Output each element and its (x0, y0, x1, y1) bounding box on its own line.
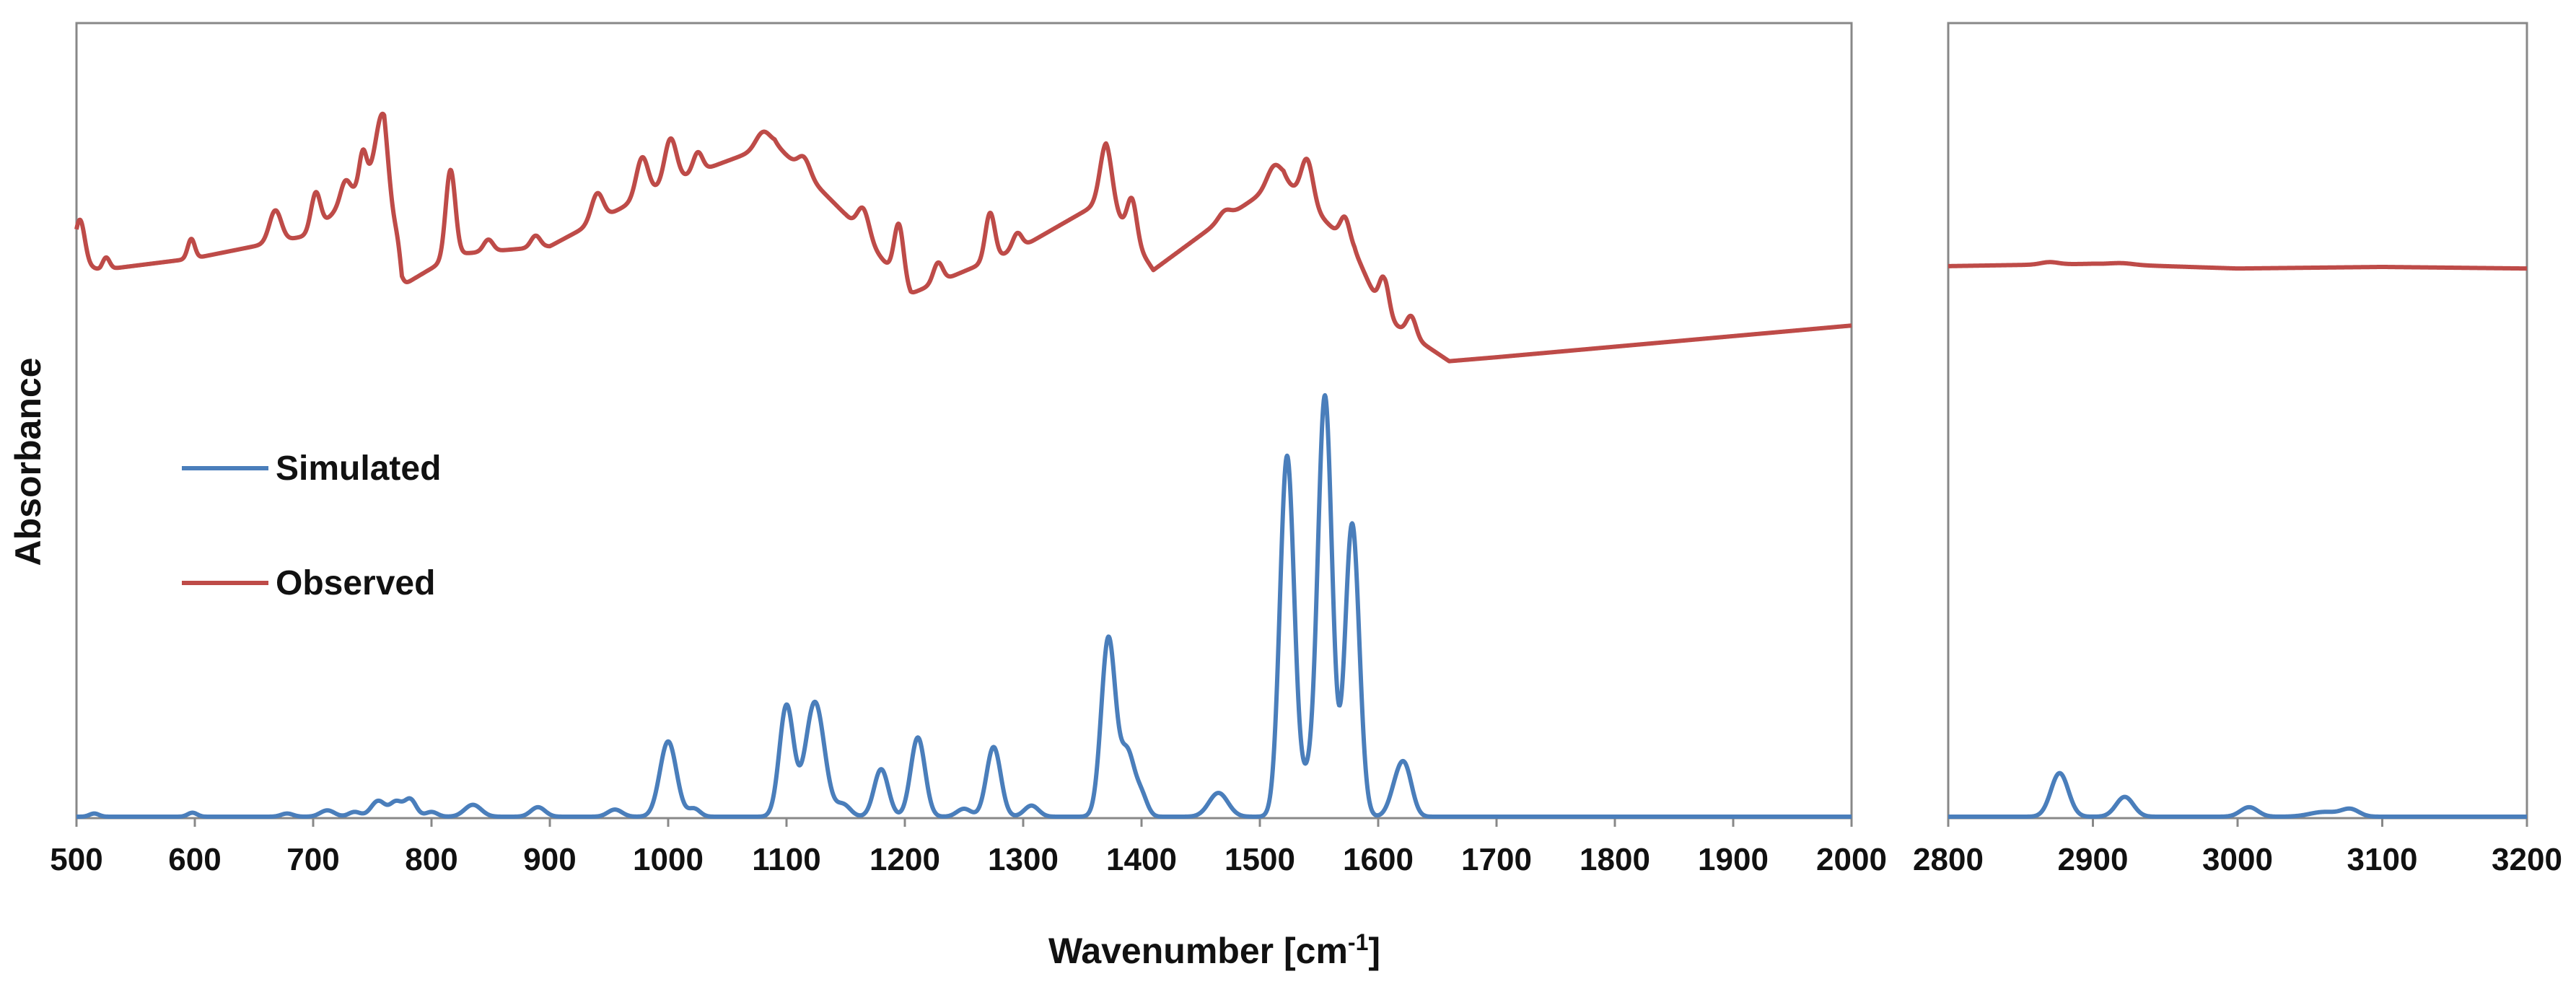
x-tick-label: 1600 (1343, 842, 1414, 877)
x-tick-label: 3100 (2347, 842, 2418, 877)
x-tick-label: 2900 (2058, 842, 2129, 877)
legend-label-observed: Observed (276, 564, 435, 602)
legend-label-simulated: Simulated (276, 449, 441, 488)
x-tick-label: 1400 (1106, 842, 1177, 877)
x-tick-label: 800 (405, 842, 457, 877)
x-tick-label: 1200 (869, 842, 940, 877)
x-tick-label: 3200 (2492, 842, 2562, 877)
legend: Simulated Observed (182, 449, 441, 602)
x-tick-label: 3000 (2202, 842, 2273, 877)
x-tick-label: 2800 (1913, 842, 1984, 877)
series-line-simulated-panel-1 (74, 392, 1854, 819)
plot-area-left (75, 22, 1853, 820)
x-ticks (75, 818, 2528, 827)
y-axis-title: Absorbance (8, 358, 48, 566)
x-tick-label: 1700 (1461, 842, 1532, 877)
series-lines (74, 111, 2528, 819)
x-tick-label: 1100 (752, 842, 820, 877)
x-tick-label: 1300 (988, 842, 1059, 877)
x-tick-label: 1500 (1225, 842, 1295, 877)
x-tick-label: 500 (50, 842, 102, 877)
series-line-observed-panel-2 (1947, 260, 2528, 271)
x-tick-label: 1000 (633, 842, 704, 877)
series-line-observed-panel-1 (74, 111, 1854, 364)
x-tick-label: 1800 (1580, 842, 1650, 877)
x-tick-label: 2000 (1816, 842, 1887, 877)
x-tick-label: 600 (168, 842, 221, 877)
x-tick-label: 1900 (1698, 842, 1769, 877)
x-axis-title: Wavenumber [cm-1] (1048, 929, 1380, 971)
x-tick-label: 900 (523, 842, 576, 877)
series-line-simulated-panel-2 (1947, 771, 2528, 819)
x-tick-label: 700 (286, 842, 339, 877)
x-tick-labels: 500 600 700 800 900 1000 1100 1200 1300 1400 1500 1… (50, 842, 2562, 877)
